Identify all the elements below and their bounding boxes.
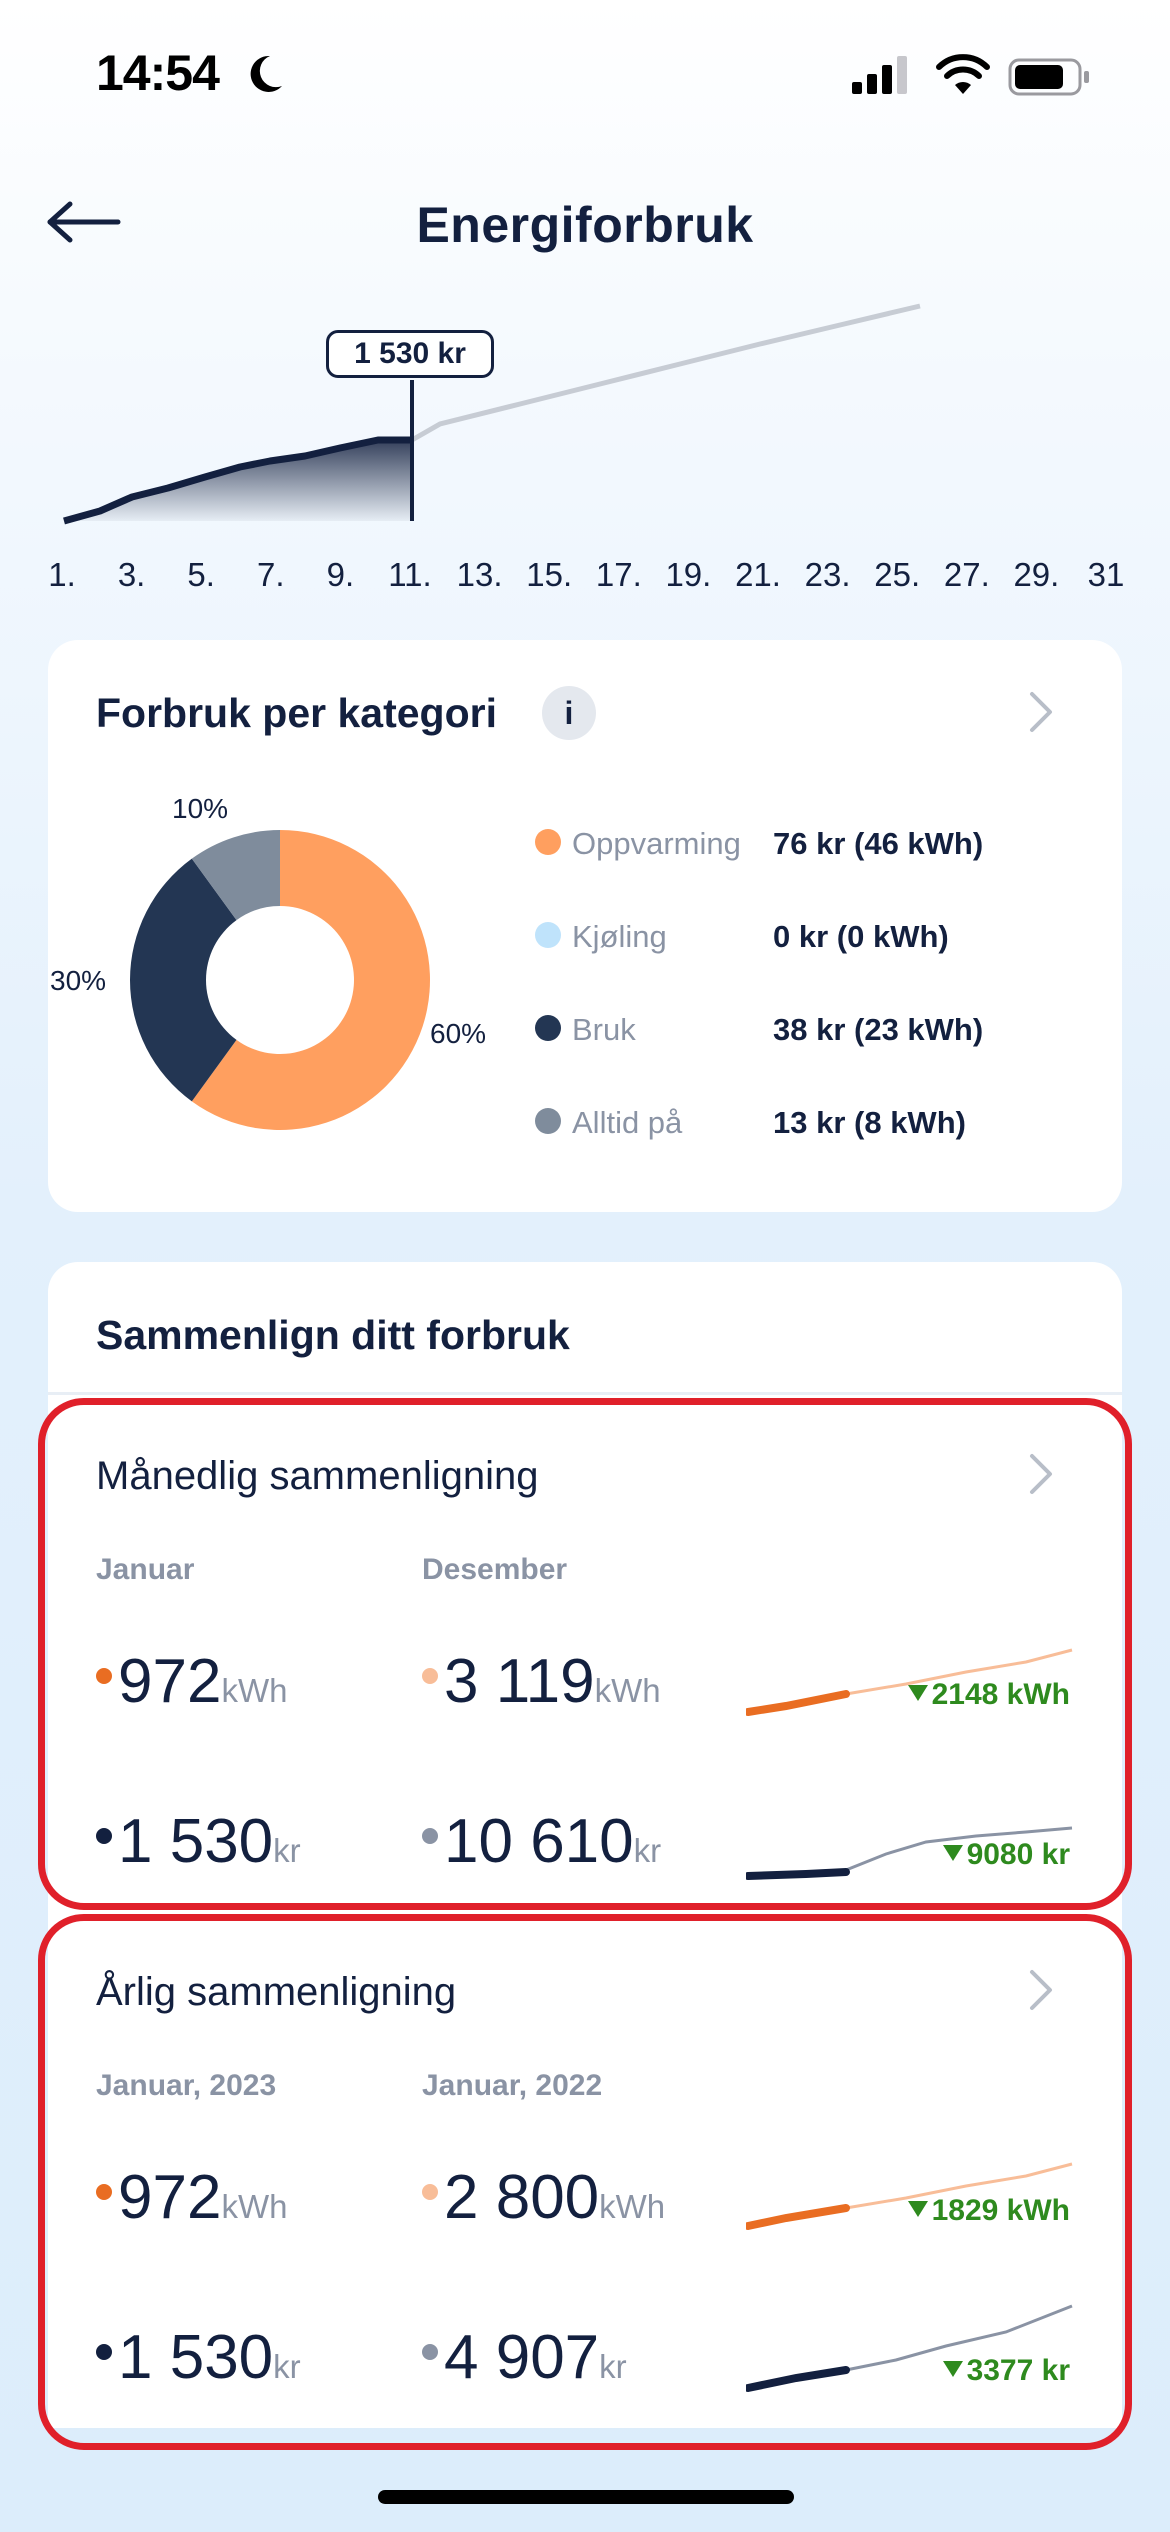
donut-label-60: 60% [430, 1018, 487, 1049]
dot-previous-kr [422, 2343, 438, 2360]
category-title: Forbruk per kategori [96, 690, 497, 736]
monthly-chevron-icon[interactable] [1026, 1452, 1056, 1496]
yearly-title: Årlig sammenligning [96, 1970, 457, 2014]
down-triangle-icon [907, 1685, 928, 1702]
dot-previous-kwh [422, 2183, 438, 2200]
category-donut-chart [129, 830, 431, 1130]
x-tick: 23. [804, 556, 851, 593]
yearly-kwh-sparkline [746, 2162, 1073, 2230]
x-tick: 1. [48, 556, 76, 593]
monthly-previous-kr: 10 610kr [422, 1806, 661, 1877]
usage-tooltip: 1 530 kr [326, 330, 494, 378]
yearly-kr-sparkline [746, 2304, 1073, 2392]
x-axis-ticks: 1. 3. 5. 7. 9. 11. 13. 15. 17. 19. 21. 23. 25. 27. 29.… [0, 556, 1170, 596]
dot-current-kr [96, 1827, 112, 1844]
x-tick: 3. [117, 556, 146, 593]
legend-dot-oppvarming [535, 829, 561, 855]
legend-label-bruk: Bruk [572, 1012, 636, 1047]
dot-current-kwh [96, 2183, 112, 2200]
x-tick: 5. [187, 556, 215, 593]
donut-label-10: 10% [172, 793, 229, 824]
x-tick: 11. [388, 556, 432, 593]
donut-label-30: 30% [50, 965, 107, 996]
monthly-kr-sparkline [746, 1826, 1073, 1880]
category-chevron-icon[interactable] [1026, 690, 1056, 734]
dot-previous-kwh [422, 1667, 438, 1684]
monthly-kr-delta: 9080 kr [942, 1838, 1070, 1872]
home-indicator[interactable] [378, 2490, 794, 2504]
legend-label-alltid-pa: Alltid på [572, 1105, 683, 1140]
dot-current-kwh [96, 1667, 112, 1684]
back-arrow-icon [47, 201, 121, 243]
monthly-current-label: Januar [96, 1553, 195, 1586]
yearly-previous-kr: 4 907kr [422, 2322, 627, 2393]
signal-icon [852, 56, 907, 94]
wifi-icon [936, 54, 990, 94]
x-tick: 17. [595, 556, 642, 593]
legend-value-kjoling: 0 kr (0 kWh) [773, 919, 949, 954]
divider [48, 1392, 1122, 1395]
x-tick: 27. [943, 556, 990, 593]
monthly-comparison-section[interactable] [38, 1398, 1132, 1910]
x-tick: 31 [1087, 556, 1125, 593]
yearly-comparison-section[interactable] [38, 1914, 1132, 2450]
yearly-kr-delta: 3377 kr [942, 2354, 1070, 2388]
usage-chart[interactable] [0, 290, 1170, 530]
x-tick: 19. [665, 556, 712, 593]
battery-icon [1008, 58, 1089, 96]
yearly-current-label: Januar, 2023 [96, 2069, 277, 2102]
page-title: Energiforbruk [416, 197, 754, 253]
yearly-current-kwh: 972kWh [96, 2162, 287, 2233]
yearly-previous-kwh: 2 800kWh [422, 2162, 665, 2233]
compare-card [48, 1262, 1122, 2428]
dot-previous-kr [422, 1827, 438, 1844]
x-tick: 29. [1013, 556, 1060, 593]
moon-icon [250, 55, 282, 92]
compare-title: Sammenlign ditt forbruk [96, 1312, 570, 1358]
yearly-kwh-delta: 1829 kWh [907, 2194, 1070, 2228]
down-triangle-icon [942, 2361, 963, 2378]
yearly-previous-label: Januar, 2022 [422, 2069, 603, 2102]
dot-current-kr [96, 2343, 112, 2360]
monthly-current-kr: 1 530kr [96, 1806, 301, 1877]
yearly-chevron-icon[interactable] [1026, 1968, 1056, 2012]
monthly-kwh-sparkline [746, 1648, 1073, 1716]
monthly-previous-label: Desember [422, 1553, 568, 1586]
x-tick: 25. [874, 556, 921, 593]
back-button[interactable] [40, 190, 140, 260]
donut-slice-oppvarming [191, 830, 431, 1130]
down-triangle-icon [907, 2201, 928, 2218]
legend-value-bruk: 38 kr (23 kWh) [773, 1012, 984, 1047]
x-tick: 9. [326, 556, 355, 593]
x-tick: 21. [735, 556, 781, 593]
legend-value-oppvarming: 76 kr (46 kWh) [773, 826, 984, 861]
legend-dot-bruk [535, 1015, 561, 1041]
donut-slice-alltid-pa [191, 830, 280, 921]
forecast-line [410, 303, 921, 443]
legend-dot-alltid-pa [535, 1108, 561, 1134]
info-icon[interactable]: i [542, 686, 596, 740]
donut-slice-bruk [129, 858, 237, 1102]
monthly-current-kwh: 972kWh [96, 1646, 287, 1717]
monthly-kwh-delta: 2148 kWh [907, 1678, 1070, 1712]
x-tick: 15. [526, 556, 573, 593]
status-time: 14:54 [96, 45, 220, 101]
yearly-current-kr: 1 530kr [96, 2322, 301, 2393]
usage-area [64, 440, 412, 521]
actual-line [63, 436, 412, 525]
x-tick: 7. [257, 556, 285, 593]
legend-value-alltid-pa: 13 kr (8 kWh) [773, 1105, 966, 1140]
monthly-previous-kwh: 3 119kWh [422, 1646, 661, 1717]
monthly-title: Månedlig sammenligning [96, 1454, 539, 1498]
down-triangle-icon [942, 1845, 963, 1862]
x-tick: 13. [456, 556, 503, 593]
legend-dot-kjoling [535, 922, 561, 948]
legend-label-kjoling: Kjøling [572, 919, 667, 954]
legend-label-oppvarming: Oppvarming [572, 826, 741, 861]
